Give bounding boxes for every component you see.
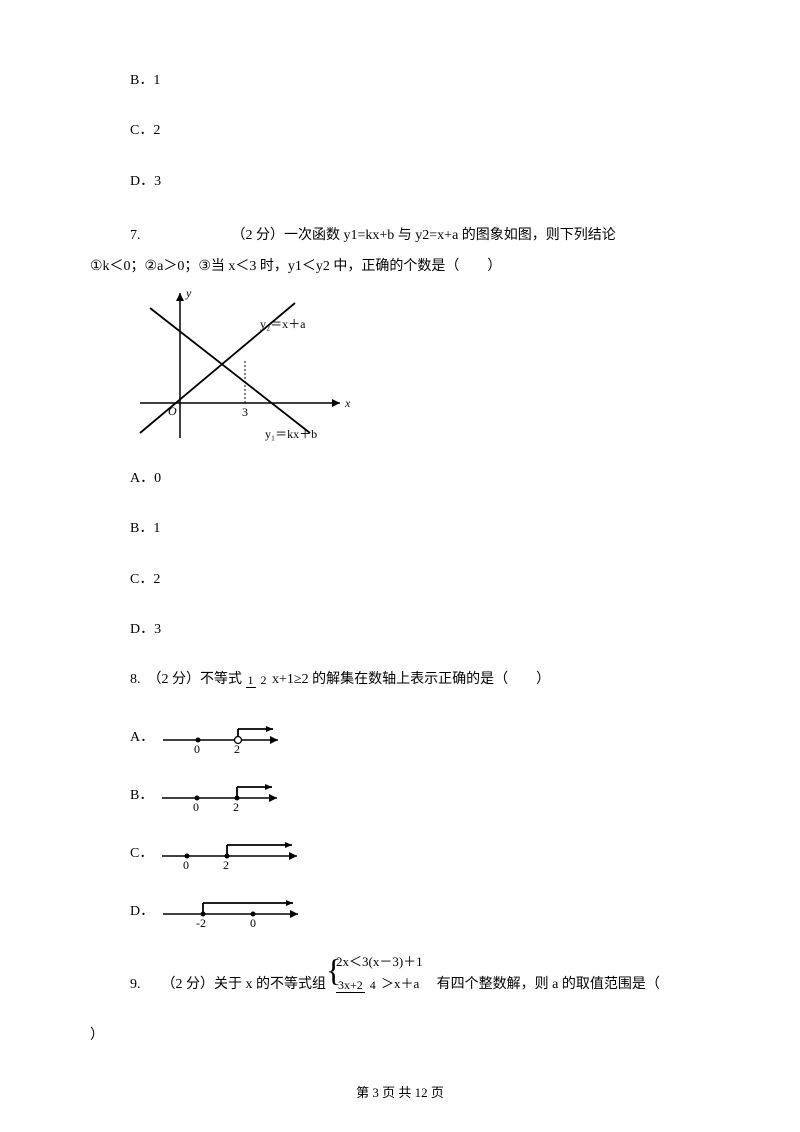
q7-opt-d: D．3 [90, 619, 710, 641]
svg-text:0: 0 [250, 916, 256, 930]
q7-line1: 7. （2 分）一次函数 y1=kx+b 与 y2=x+a 的图象如图，则下列结… [90, 221, 710, 252]
q7-opt-b: B．1 [90, 518, 710, 540]
q9-system: { 2x＜3(x－3)＋1 3x+2 4 ＞x＋a [326, 952, 423, 997]
svg-text:0: 0 [183, 858, 189, 872]
q8-graph-b: 0 2 [157, 778, 292, 814]
q8-graph-d: -2 0 [158, 894, 313, 930]
q8-opt-d: D． -2 0 [90, 894, 710, 930]
q8-opt-a: A． 0 2 [90, 720, 710, 756]
svg-text:0: 0 [193, 800, 199, 814]
q8-opt-c: C． 0 2 [90, 836, 710, 872]
svg-text:2: 2 [233, 800, 239, 814]
q8-frac: 1 2 [246, 674, 269, 687]
q8-pre: 8. （2 分）不等式 [130, 672, 246, 687]
q9-post: 有四个整数解，则 a 的取值范围是（ [423, 974, 660, 996]
q9-text: 9. （2 分）关于 x 的不等式组 { 2x＜3(x－3)＋1 3x+2 4 … [90, 952, 710, 997]
q8-post: x+1≥2 的解集在数轴上表示正确的是（ ） [272, 672, 550, 687]
svg-text:2: 2 [234, 742, 240, 756]
q8-opt-b: B． 0 2 [90, 778, 710, 814]
svg-text:0: 0 [194, 742, 200, 756]
q7-xlabel: x [344, 396, 351, 410]
q7-origin: O [168, 404, 177, 418]
brace-icon: { [326, 952, 341, 997]
page-footer: 第 3 页 共 12 页 [0, 1083, 800, 1104]
q7-opt-a: A．0 [90, 468, 710, 490]
q7-ylabel: y [185, 286, 192, 300]
q7-graph: 3 O x y y₂＝x＋a y₁＝kx＋b [130, 283, 360, 448]
q7-opt-c: C．2 [90, 569, 710, 591]
q7-line2: ①k＜0；②a＞0；③当 x＜3 时，y1＜y2 中，正确的个数是（ ） [90, 252, 710, 283]
q9-pre: 9. （2 分）关于 x 的不等式组 [130, 974, 326, 996]
q8-graph-a: 0 2 [158, 720, 293, 756]
q7-y1label: y₁＝kx＋b [265, 427, 317, 441]
q9-close: ） [90, 1025, 710, 1047]
svg-text:-2: -2 [196, 916, 206, 930]
q7-tick-3: 3 [242, 405, 248, 419]
q8-graph-c: 0 2 [157, 836, 312, 872]
q7-y2label: y₂＝x＋a [260, 317, 306, 331]
q8-text: 8. （2 分）不等式 1 2 x+1≥2 的解集在数轴上表示正确的是（ ） [90, 669, 710, 691]
prev-opt-d: D．3 [90, 171, 710, 193]
prev-opt-b: B．1 [90, 70, 710, 92]
svg-text:2: 2 [223, 858, 229, 872]
prev-opt-c: C．2 [90, 120, 710, 142]
